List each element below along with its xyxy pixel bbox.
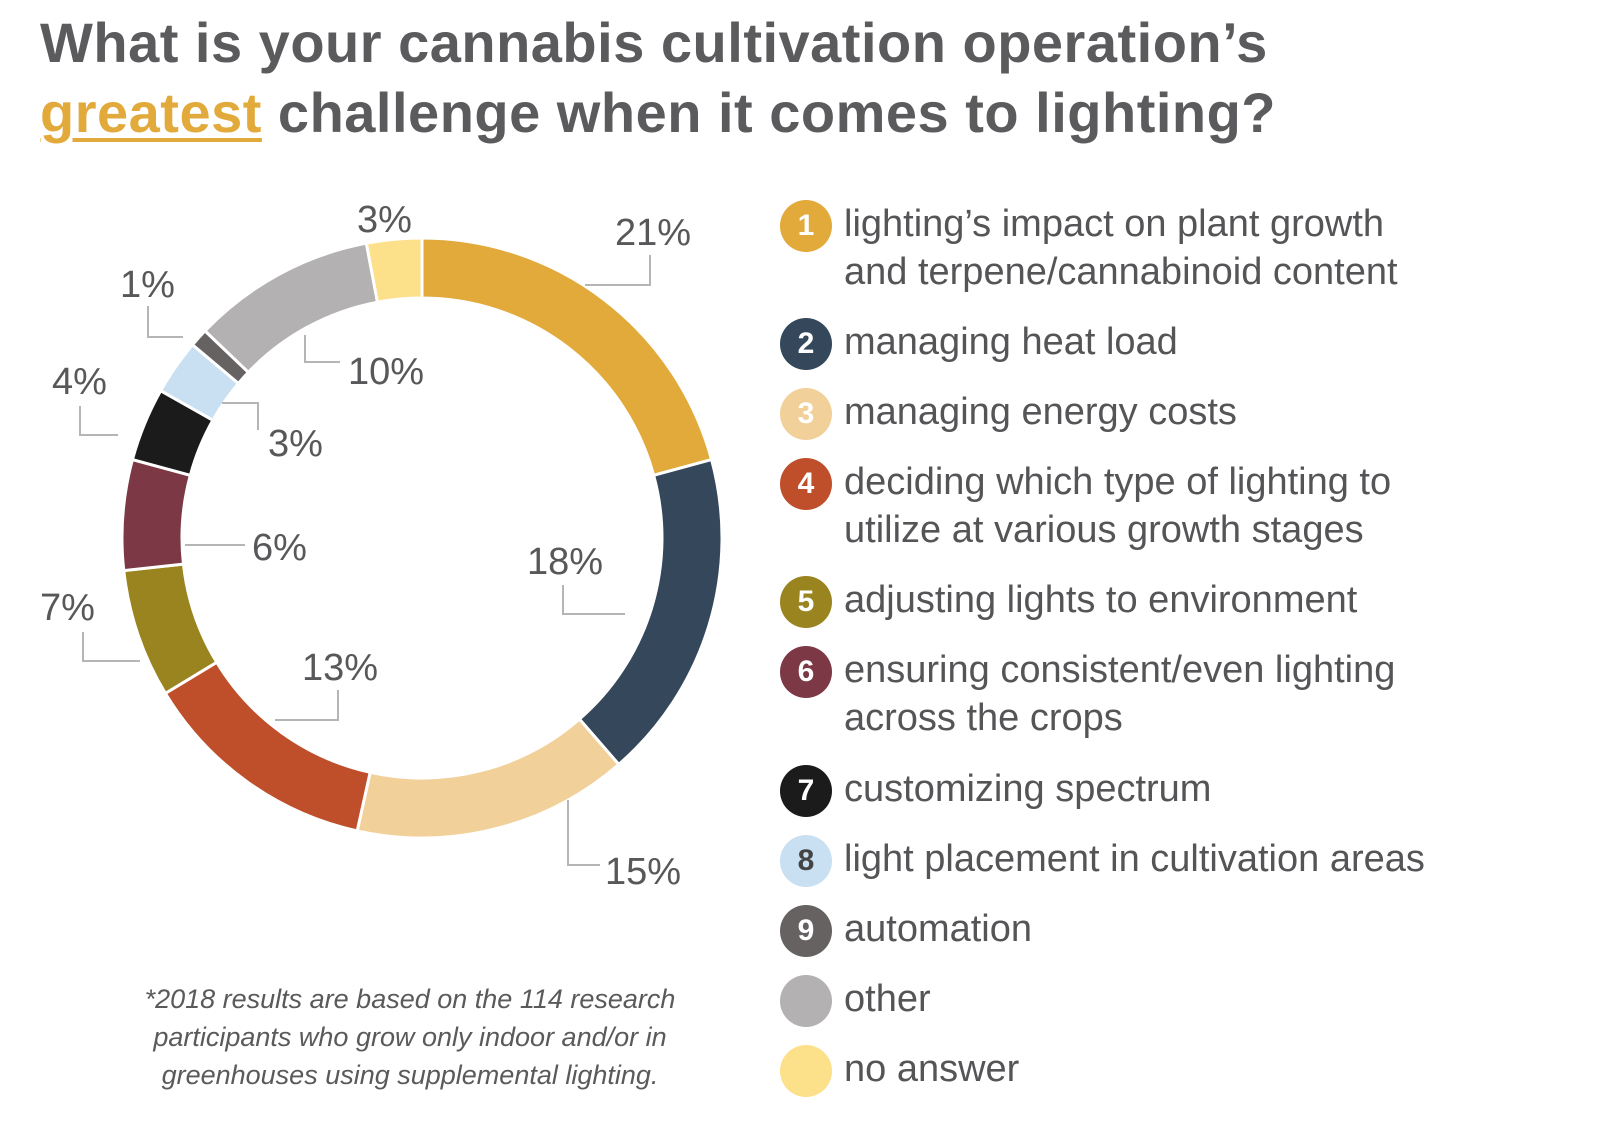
legend-item: 5 adjusting lights to environment bbox=[780, 576, 1357, 628]
legend-swatch-icon bbox=[780, 1045, 832, 1097]
legend-label-line: automation bbox=[844, 908, 1033, 950]
footnote-line: participants who grow only indoor and/or… bbox=[153, 1022, 667, 1052]
donut-slice bbox=[364, 236, 424, 304]
footnote-line: *2018 results are based on the 114 resea… bbox=[144, 984, 676, 1014]
data-label: 3% bbox=[357, 199, 412, 241]
legend-label: no answer bbox=[844, 1045, 1019, 1093]
title-line-2: greatest challenge when it comes to ligh… bbox=[40, 78, 1276, 148]
legend-swatch-icon: 9 bbox=[780, 905, 832, 957]
legend-label-line: across the crops bbox=[844, 697, 1123, 739]
title-line-1: What is your cannabis cultivation operat… bbox=[40, 11, 1268, 74]
donut-slices bbox=[120, 236, 724, 840]
legend-label: managing heat load bbox=[844, 318, 1178, 366]
legend-label-line: customizing spectrum bbox=[844, 768, 1212, 810]
legend-item: 4 deciding which type of lighting to utili… bbox=[780, 458, 1391, 554]
legend-label: adjusting lights to environment bbox=[844, 576, 1357, 624]
legend-label: light placement in cultivation areas bbox=[844, 835, 1425, 883]
legend-label-line: other bbox=[844, 978, 931, 1020]
legend-swatch-icon: 3 bbox=[780, 388, 832, 440]
leader-line bbox=[82, 632, 140, 662]
legend-swatch-icon: 5 bbox=[780, 576, 832, 628]
data-label: 7% bbox=[40, 587, 95, 629]
legend-label: automation bbox=[844, 905, 1032, 953]
title-highlight: greatest bbox=[40, 81, 262, 144]
leader-line bbox=[585, 255, 651, 286]
legend-swatch-icon: 1 bbox=[780, 200, 832, 252]
legend-label: customizing spectrum bbox=[844, 765, 1211, 813]
legend-swatch-icon: 2 bbox=[780, 318, 832, 370]
legend-label-line: ensuring consistent/even lighting bbox=[844, 649, 1396, 691]
legend-label: lighting’s impact on plant growth and ter… bbox=[844, 200, 1398, 296]
title-line-2-rest: challenge when it comes to lighting? bbox=[261, 81, 1277, 144]
data-label: 10% bbox=[348, 351, 424, 393]
legend-item: 3 managing energy costs bbox=[780, 388, 1237, 440]
legend-item: 9 automation bbox=[780, 905, 1032, 957]
data-label: 1% bbox=[120, 264, 175, 306]
donut-slice bbox=[577, 457, 724, 767]
leader-line bbox=[79, 406, 118, 436]
legend-label: managing energy costs bbox=[844, 388, 1237, 436]
legend-label-line: light placement in cultivation areas bbox=[844, 838, 1425, 880]
legend-label-line: utilize at various growth stages bbox=[844, 509, 1364, 551]
legend-item: 6 ensuring consistent/even lighting across… bbox=[780, 646, 1395, 742]
data-label: 4% bbox=[52, 361, 107, 403]
legend-swatch-icon: 8 bbox=[780, 835, 832, 887]
legend-item: 1 lighting’s impact on plant growth and te… bbox=[780, 200, 1398, 296]
legend-label-line: no answer bbox=[844, 1048, 1020, 1090]
data-label: 6% bbox=[252, 527, 307, 569]
leader-line bbox=[222, 402, 259, 430]
leader-line bbox=[567, 800, 600, 866]
legend-swatch-icon bbox=[780, 975, 832, 1027]
legend-label-line: adjusting lights to environment bbox=[844, 579, 1358, 621]
data-label: 13% bbox=[302, 647, 378, 689]
data-label: 3% bbox=[268, 423, 323, 465]
legend-label-line: managing energy costs bbox=[844, 391, 1237, 433]
legend-label-line: managing heat load bbox=[844, 321, 1178, 363]
legend-label-line: deciding which type of lighting to bbox=[844, 461, 1392, 503]
leader-line bbox=[275, 690, 339, 721]
legend-label: other bbox=[844, 975, 931, 1023]
leader-line bbox=[562, 585, 625, 615]
data-label: 18% bbox=[527, 541, 603, 583]
donut-slice bbox=[120, 457, 193, 573]
legend-swatch-icon: 4 bbox=[780, 458, 832, 510]
legend-item: no answer bbox=[780, 1045, 1019, 1097]
footnote: *2018 results are based on the 114 resea… bbox=[95, 980, 725, 1094]
legend-label-line: and terpene/cannabinoid content bbox=[844, 251, 1398, 293]
leader-line bbox=[304, 335, 340, 363]
legend-swatch-icon: 6 bbox=[780, 646, 832, 698]
legend-item: other bbox=[780, 975, 931, 1027]
legend-item: 7 customizing spectrum bbox=[780, 765, 1211, 817]
data-label: 21% bbox=[615, 212, 691, 254]
legend-label: ensuring consistent/even lighting across … bbox=[844, 646, 1395, 742]
legend-swatch-icon: 7 bbox=[780, 765, 832, 817]
legend-item: 8 light placement in cultivation areas bbox=[780, 835, 1425, 887]
chart-title: What is your cannabis cultivation operat… bbox=[40, 8, 1276, 148]
footnote-line: greenhouses using supplemental lighting. bbox=[161, 1060, 659, 1090]
donut-slice bbox=[355, 717, 621, 840]
leader-lines bbox=[79, 255, 651, 866]
data-label: 15% bbox=[605, 851, 681, 893]
legend-label-line: lighting’s impact on plant growth bbox=[844, 203, 1385, 245]
leader-line bbox=[147, 306, 183, 338]
donut-slice bbox=[420, 236, 714, 478]
legend-label: deciding which type of lighting to utiliz… bbox=[844, 458, 1391, 554]
legend-item: 2 managing heat load bbox=[780, 318, 1178, 370]
